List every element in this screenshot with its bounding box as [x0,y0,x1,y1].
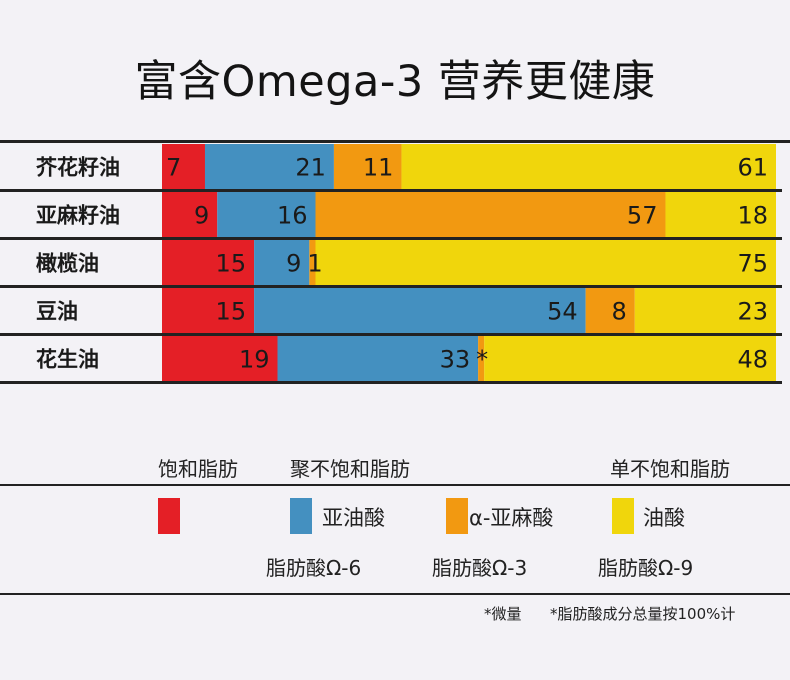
legend-sub-omega3: 脂肪酸Ω-3 [432,556,528,580]
bar-segment [315,240,776,285]
category-label: 豆油 [36,300,78,324]
category-label: 亚麻籽油 [36,204,120,228]
footnote-basis: *脂肪酸成分总量按100%计 [550,605,736,623]
legend-header-monounsaturated: 单不饱和脂肪 [610,457,730,481]
legend-bottom-rule [0,593,790,595]
bar-segment [665,192,776,237]
data-label: 16 [277,202,308,230]
legend-label-linoleic: 亚油酸 [322,506,385,530]
legend-header-saturated: 饱和脂肪 [158,457,238,481]
data-label: 75 [737,250,768,278]
bar-segment [634,288,776,333]
bar-segment [162,192,218,237]
data-label: 48 [737,346,768,374]
chart-title: 富含Omega-3 营养更健康 [134,57,656,107]
data-label: 9 [286,250,301,278]
data-label: 23 [737,298,768,326]
bar-segment [162,144,205,189]
legend-sub-omega9: 脂肪酸Ω-9 [598,556,694,580]
row-divider [0,189,782,192]
category-label: 芥花籽油 [36,156,120,180]
legend-header-polyunsaturated: 聚不饱和脂肪 [290,457,410,481]
bar-segment [254,240,310,285]
data-label: * [476,346,488,374]
category-label: 橄榄油 [36,252,99,276]
data-label: 61 [737,154,768,182]
legend-label-oleic: 油酸 [643,506,685,530]
data-label: 57 [627,202,658,230]
bar-segment [217,192,316,237]
bar-segment [254,288,586,333]
data-label: 1 [307,250,322,278]
legend-swatch-oleic [612,498,634,534]
bar-segment [162,240,255,285]
bar-segment [162,336,278,381]
footnote-trace: *微量 [484,605,522,623]
bar-segment [315,192,666,237]
bar-segment [585,288,635,333]
legend-swatch-saturated [158,498,180,534]
data-label: 15 [216,298,247,326]
legend-top-rule [0,484,790,486]
data-label: 18 [737,202,768,230]
legend-swatch-alpha-linolenic [446,498,468,534]
top-rule [0,140,790,143]
bar-segment [204,144,334,189]
legend-label-alpha-linolenic: α-亚麻酸 [469,506,554,530]
data-label: 54 [547,298,578,326]
data-label: 15 [216,250,247,278]
bar-segment [309,240,316,285]
data-label: 33 [440,346,471,374]
category-label: 花生油 [36,348,99,372]
row-divider [0,237,782,240]
bar-segment [478,336,485,381]
bar-segment [162,288,255,333]
data-label: 19 [239,346,270,374]
legend-swatch-linoleic [290,498,312,534]
bar-segment [484,336,776,381]
bar-segment [277,336,479,381]
legend-sub-omega6: 脂肪酸Ω-6 [266,556,362,580]
row-divider [0,381,782,384]
data-label: 11 [363,154,394,182]
row-divider [0,333,782,336]
bar-segment [401,144,776,189]
data-label: 21 [295,154,326,182]
data-label: 8 [611,298,626,326]
data-label: 9 [194,202,209,230]
bar-segment [333,144,402,189]
data-label: 7 [166,154,181,182]
row-divider [0,285,782,288]
